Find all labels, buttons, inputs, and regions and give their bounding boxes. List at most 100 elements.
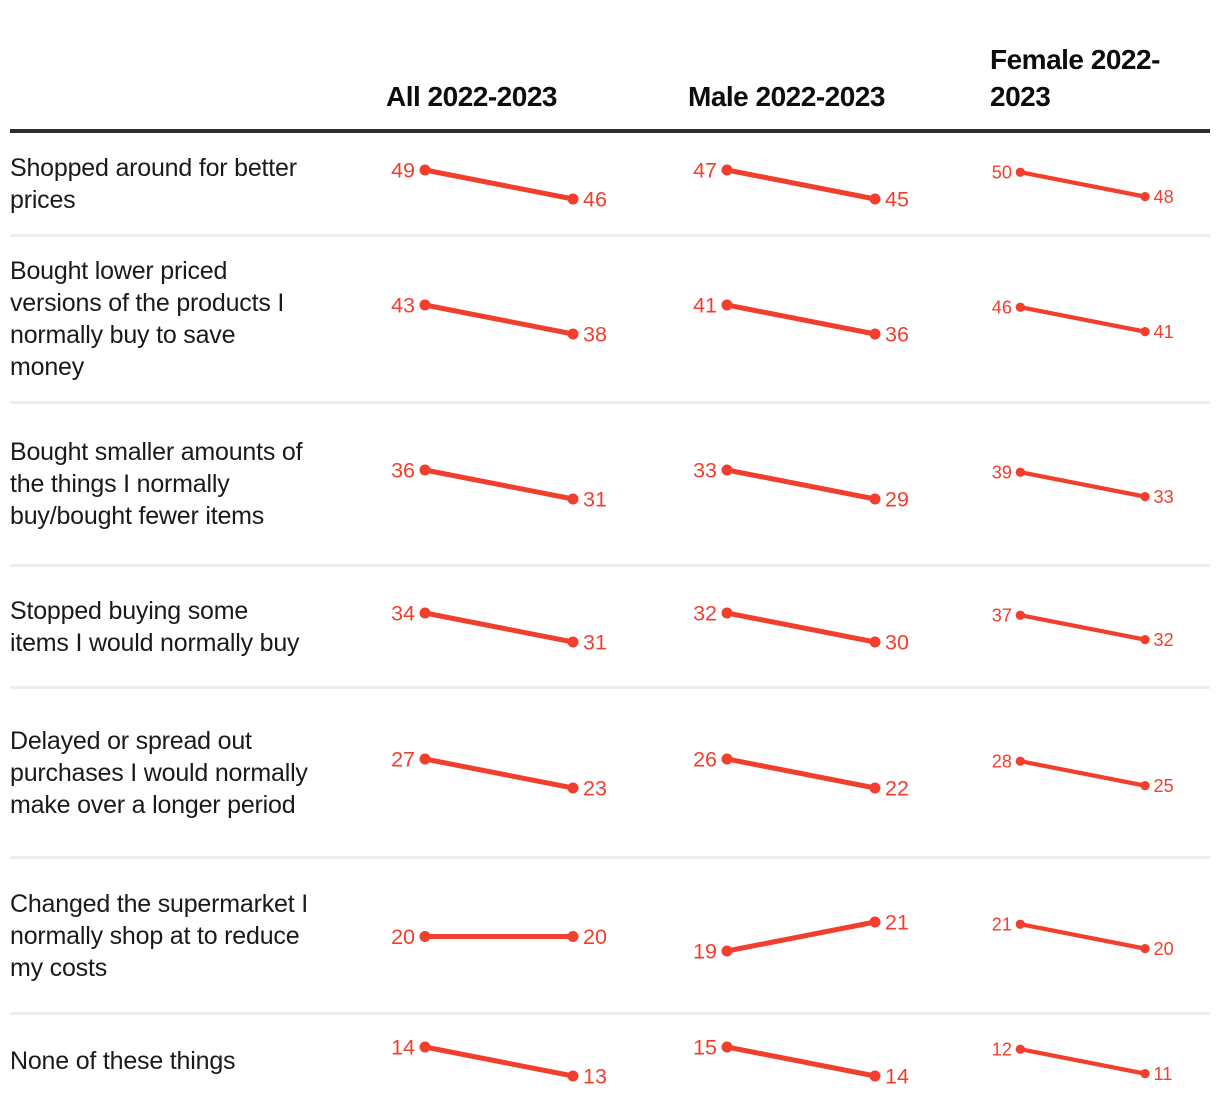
start-value-label: 20 [391,925,415,949]
row-label: None of these things [10,1046,236,1075]
start-value-label: 47 [693,158,717,182]
end-dot [869,916,881,927]
slope-cell-female: 28 25 [974,741,1210,805]
end-dot [567,328,579,340]
slope-cell-all: 14 13 [370,1029,672,1093]
start-value-label: 21 [992,914,1012,934]
start-value-label: 39 [992,463,1012,483]
table-row: Changed the supermarket I normally shop … [10,856,1210,1012]
slope-cell-female: 21 20 [974,904,1210,968]
slope-cell-female: 50 48 [974,152,1210,216]
table-row: Bought smaller amounts of the things I n… [10,401,1210,564]
slope-cell-male: 15 14 [672,1029,974,1093]
slope-cell-male: 19 21 [672,904,974,968]
start-value-label: 33 [693,459,717,483]
slope-graphic: 32 30 [693,601,909,654]
slope-cell-female: 12 11 [974,1029,1210,1093]
end-value-label: 46 [583,187,607,211]
end-dot [869,782,881,793]
start-value-label: 26 [693,747,717,771]
end-value-label: 22 [885,776,909,800]
start-dot [419,464,431,476]
end-value-label: 45 [885,187,909,211]
slope-graphic: 43 38 [391,294,607,347]
end-value-label: 38 [583,323,607,347]
slope-graphic: 34 31 [391,601,607,654]
end-dot [869,493,881,505]
table-row: Stopped buying some items I would normal… [10,564,1210,686]
slope-line [1019,921,1146,951]
end-value-label: 20 [1154,938,1174,958]
end-value-label: 11 [1154,1063,1173,1083]
end-value-label: 48 [1154,186,1174,206]
start-value-label: 34 [391,601,415,625]
slope-cell-male: 32 30 [672,595,974,659]
slope-cell-female: 39 33 [974,452,1210,516]
slope-line [424,467,574,502]
table-row: Bought lower priced versions of the prod… [10,234,1210,401]
slope-cell-male: 26 22 [672,741,974,805]
row-label: Delayed or spread out purchases I would … [10,726,308,819]
slope-line [726,919,876,953]
end-value-label: 29 [885,488,909,512]
start-value-label: 12 [992,1039,1012,1059]
start-value-label: 43 [391,294,415,318]
end-value-label: 30 [885,630,909,654]
end-dot [1140,492,1150,502]
slope-graphic: 37 32 [992,605,1174,649]
start-dot [1015,167,1025,177]
start-value-label: 36 [391,459,415,483]
slope-cell-all: 20 20 [370,904,672,968]
row-label: Stopped buying some items I would normal… [10,596,300,657]
start-dot [419,164,431,175]
start-dot [1015,467,1025,477]
start-dot [1015,919,1025,929]
start-dot [419,299,431,311]
end-dot [869,193,881,204]
start-value-label: 27 [391,747,415,771]
row-label: Changed the supermarket I normally shop … [10,889,308,982]
slope-line [1019,1046,1146,1076]
start-dot [721,299,733,311]
slope-line [1019,758,1146,788]
end-dot [1140,327,1150,337]
end-dot [567,636,579,647]
end-value-label: 33 [1154,487,1174,507]
start-dot [721,607,733,618]
slope-graphic: 50 48 [992,162,1174,206]
start-dot [419,607,431,618]
slope-cell-all: 36 31 [370,452,672,516]
start-value-label: 46 [992,298,1012,318]
slope-graphic: 33 29 [693,459,909,512]
end-value-label: 23 [583,776,607,800]
slope-graphic: 39 33 [992,463,1174,507]
slope-line [726,467,876,502]
slope-graphic: 46 41 [992,298,1174,342]
start-dot [419,930,431,942]
start-dot [1015,1044,1025,1054]
start-dot [419,753,431,764]
slope-line [1019,612,1146,642]
start-dot [721,464,733,476]
table-row: Shopped around for better prices 49 46 47… [10,133,1210,234]
slope-graphic: 47 45 [693,158,909,211]
row-label: Shopped around for better prices [10,153,297,214]
row-label: Bought smaller amounts of the things I n… [10,438,303,530]
end-value-label: 20 [583,925,607,949]
slope-graphic: 27 23 [391,747,607,800]
slope-cell-male: 47 45 [672,152,974,216]
start-value-label: 32 [693,601,717,625]
slope-graphic: 26 22 [693,747,909,800]
slope-line [726,167,876,201]
slope-graphic: 49 46 [391,158,607,211]
end-value-label: 25 [1154,775,1174,795]
start-value-label: 28 [992,751,1012,771]
table-row: Delayed or spread out purchases I would … [10,686,1210,856]
slope-cell-female: 37 32 [974,595,1210,659]
start-dot [419,1041,431,1052]
slope-graphic: 28 25 [992,751,1174,795]
start-value-label: 50 [992,162,1012,182]
end-dot [1140,1068,1150,1078]
end-dot [1140,780,1150,790]
